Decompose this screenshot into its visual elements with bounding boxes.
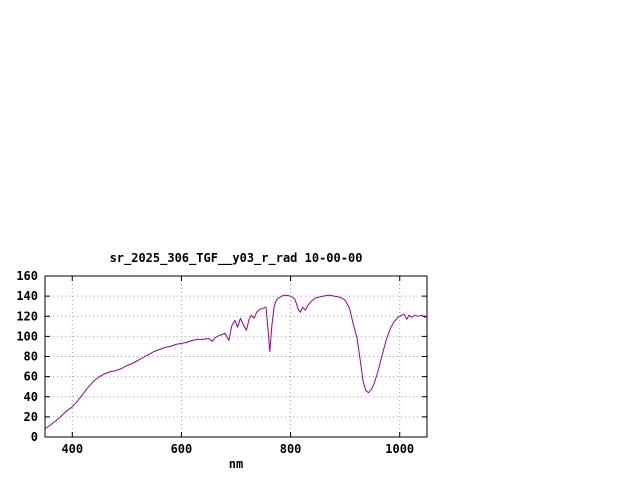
y-tick-label: 100 <box>16 329 38 343</box>
y-tick-label: 40 <box>24 390 38 404</box>
y-tick-label: 140 <box>16 289 38 303</box>
x-axis-label: nm <box>228 457 244 471</box>
plot-border <box>44 275 428 438</box>
spectrum-line <box>44 294 428 430</box>
y-tick-label: 80 <box>24 350 38 364</box>
y-tick-label: 60 <box>24 370 38 384</box>
x-tick-label: 800 <box>280 442 302 456</box>
chart-title: sr_2025_306_TGF__y03_r_rad 10-00-00 <box>109 251 363 265</box>
x-tick-label: 1000 <box>385 442 414 456</box>
y-tick-label: 120 <box>16 309 38 323</box>
y-tick-label: 160 <box>16 269 38 283</box>
x-tick-label: 400 <box>61 442 83 456</box>
y-tick-label: 0 <box>31 430 38 444</box>
x-tick-label: 600 <box>171 442 193 456</box>
y-tick-label: 20 <box>24 410 38 424</box>
